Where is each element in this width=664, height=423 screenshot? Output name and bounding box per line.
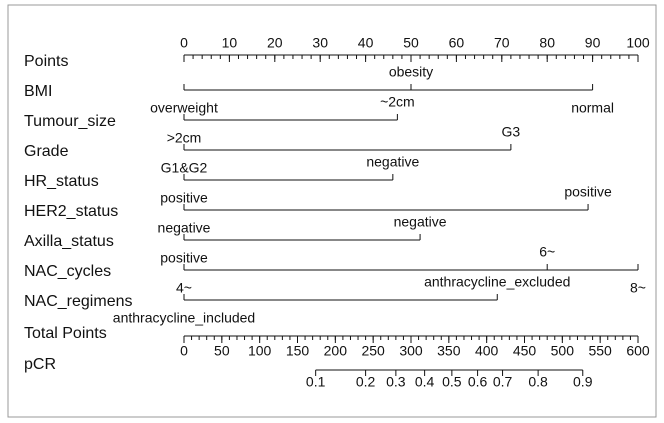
level-label: G3 — [502, 124, 521, 140]
tick-label: 0.8 — [528, 374, 548, 390]
tick-label: 0.2 — [356, 374, 376, 390]
tick-label: 0.7 — [493, 374, 513, 390]
row-label: HR_status — [24, 173, 99, 190]
frame — [7, 4, 657, 418]
row-label: Axilla_status — [24, 233, 114, 250]
level-label: positive — [160, 250, 208, 266]
row-label: NAC_regimens — [24, 293, 132, 310]
level-label: overweight — [150, 100, 218, 116]
tick-label: 70 — [494, 35, 510, 51]
row-label: pCR — [24, 356, 56, 373]
tick-label: 60 — [449, 35, 465, 51]
tick-label: 500 — [551, 343, 575, 359]
level-label: positive — [160, 190, 208, 206]
tick-label: 100 — [626, 35, 650, 51]
tick-label: 0 — [180, 35, 188, 51]
level-label: 6~ — [539, 244, 555, 260]
level-label: anthracycline_excluded — [424, 274, 570, 290]
level-label: negative — [158, 220, 211, 236]
row-label: Total Points — [24, 325, 107, 342]
tick-label: 30 — [312, 35, 328, 51]
tick-label: 450 — [513, 343, 537, 359]
tick-label: 40 — [358, 35, 374, 51]
level-label: G1&G2 — [161, 160, 208, 176]
tick-label: 0.3 — [386, 374, 406, 390]
tick-label: 300 — [399, 343, 423, 359]
level-label: anthracycline_included — [113, 310, 255, 326]
tick-label: 0.4 — [415, 374, 435, 390]
level-label: >2cm — [167, 130, 202, 146]
tick-label: 80 — [539, 35, 555, 51]
tick-label: 250 — [361, 343, 385, 359]
tick-label: 0.1 — [306, 374, 326, 390]
row-label: HER2_status — [24, 203, 118, 220]
tick-label: 600 — [626, 343, 650, 359]
tick-label: 20 — [267, 35, 283, 51]
tick-label: 0.9 — [573, 374, 593, 390]
tick-label: 0 — [180, 343, 188, 359]
tick-label: 550 — [588, 343, 612, 359]
level-label: ~2cm — [380, 94, 415, 110]
tick-label: 50 — [403, 35, 419, 51]
tick-label: 0.6 — [468, 374, 488, 390]
level-label: normal — [571, 100, 614, 116]
level-label: positive — [564, 184, 612, 200]
tick-label: 150 — [286, 343, 310, 359]
row-label: BMI — [24, 83, 52, 100]
tick-label: 400 — [475, 343, 499, 359]
tick-label: 200 — [324, 343, 348, 359]
level-label: 4~ — [176, 280, 192, 296]
tick-label: 10 — [222, 35, 238, 51]
row-label: Grade — [24, 143, 69, 160]
level-label: negative — [394, 214, 447, 230]
level-label: negative — [366, 154, 419, 170]
tick-label: 50 — [214, 343, 230, 359]
tick-label: 90 — [585, 35, 601, 51]
tick-label: 350 — [437, 343, 461, 359]
tick-label: 100 — [248, 343, 272, 359]
row-label: Points — [24, 53, 68, 70]
tick-label: 0.5 — [442, 374, 462, 390]
level-label: 8~ — [630, 280, 646, 296]
row-label: NAC_cycles — [24, 263, 111, 280]
row-label: Tumour_size — [24, 113, 116, 130]
level-label: obesity — [389, 64, 433, 80]
